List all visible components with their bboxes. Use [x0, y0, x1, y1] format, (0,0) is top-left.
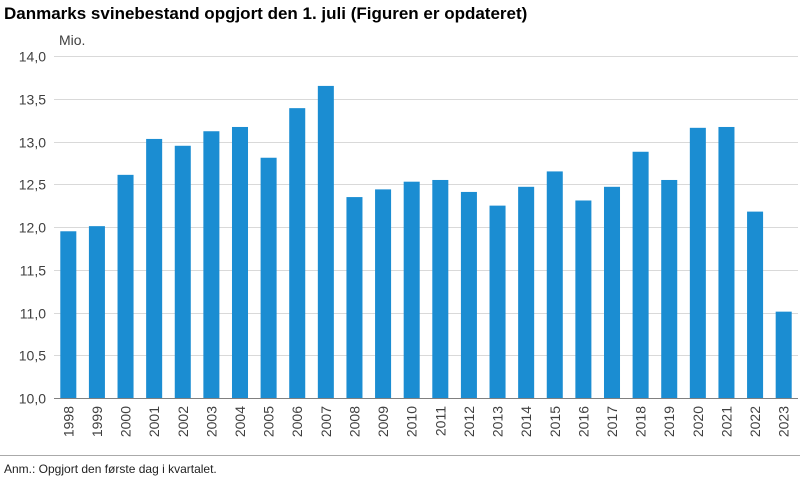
bar-2019	[661, 179, 678, 398]
x-tick-label: 2020	[690, 406, 706, 437]
gridlines	[54, 56, 798, 356]
y-tick-label: 11,5	[20, 263, 46, 279]
bar-2006	[289, 108, 306, 399]
x-tick-label: 2009	[375, 406, 391, 437]
x-tick-label: 2013	[490, 406, 506, 437]
chart-footnote: Anm.: Opgjort den første dag i kvartalet…	[4, 462, 217, 476]
y-tick-label: 14,0	[19, 49, 46, 65]
y-tick-label: 12,0	[19, 220, 46, 236]
bar-2007	[317, 85, 334, 399]
bar-2005	[260, 157, 277, 398]
bar-2001	[146, 138, 163, 398]
bar-1998	[60, 231, 77, 398]
x-tick-label: 1999	[89, 406, 105, 437]
x-tick-label: 2002	[175, 406, 191, 437]
bar-2018	[632, 151, 649, 398]
bar-2014	[518, 186, 535, 398]
bar-chart: 10,0 10,5 11,0 11,5 12,0 12,5 13,0 13,5 14,0 Mio…	[0, 32, 800, 456]
x-tick-label: 2018	[633, 406, 649, 437]
x-tick-label: 2010	[404, 406, 420, 437]
y-axis-unit-label: Mio.	[59, 32, 85, 48]
x-tick-label: 2023	[776, 406, 792, 437]
bar-2013	[489, 205, 506, 399]
bar-2020	[689, 127, 706, 398]
x-tick-label: 2019	[661, 406, 677, 437]
y-tick-label: 11,0	[20, 306, 46, 322]
x-tick-label: 1998	[60, 406, 76, 437]
x-tick-label: 2000	[118, 406, 134, 437]
y-tick-label: 12,5	[19, 177, 46, 193]
x-tick-label: 2021	[718, 406, 734, 437]
x-tick-label: 2001	[146, 406, 162, 437]
x-tick-label: 2012	[461, 406, 477, 437]
bar-2021	[718, 126, 735, 398]
chart-title: Danmarks svinebestand opgjort den 1. jul…	[4, 4, 528, 23]
bar-2004	[231, 126, 249, 398]
x-tick-label: 2015	[547, 406, 563, 437]
bar-2010	[403, 181, 420, 398]
bar-2008	[346, 197, 363, 398]
x-tick-label: 2016	[575, 406, 591, 437]
y-axis-ticks: 10,0 10,5 11,0 11,5 12,0 12,5 13,0 13,5 14,0	[19, 49, 46, 407]
y-tick-label: 13,5	[19, 92, 46, 108]
bar-2009	[375, 189, 392, 398]
y-tick-label: 10,5	[19, 348, 46, 364]
bars	[60, 85, 792, 399]
bar-2015	[546, 171, 563, 398]
bar-2016	[575, 200, 592, 398]
x-tick-label: 2007	[318, 406, 334, 437]
x-tick-label: 2022	[747, 406, 763, 437]
bar-2012	[460, 191, 477, 398]
x-tick-label: 2003	[203, 406, 219, 437]
bar-2023	[775, 311, 792, 398]
x-tick-label: 2011	[432, 406, 448, 436]
bar-1999	[88, 226, 105, 398]
bar-2017	[603, 186, 621, 398]
x-axis-ticks: 1998 1999 2000 2001 2002 2003 2004 2005 2006 2007…	[60, 406, 791, 437]
x-tick-label: 2014	[518, 406, 534, 437]
bar-2022	[747, 211, 764, 398]
x-tick-label: 2004	[232, 406, 248, 437]
x-tick-label: 2005	[261, 406, 277, 437]
x-tick-label: 2008	[346, 406, 362, 437]
bar-2003	[203, 131, 220, 399]
y-tick-label: 10,0	[19, 391, 46, 407]
bar-2000	[117, 174, 134, 398]
bar-2002	[174, 145, 191, 398]
y-tick-label: 13,0	[19, 135, 46, 151]
x-tick-label: 2017	[604, 406, 620, 437]
bar-2011	[432, 179, 449, 398]
x-tick-label: 2006	[289, 406, 305, 437]
